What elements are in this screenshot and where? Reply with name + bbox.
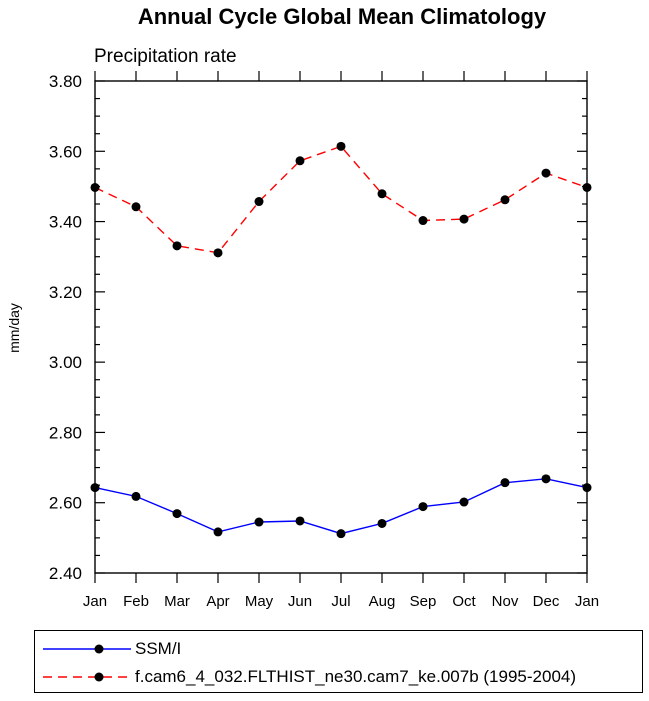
data-point <box>418 216 428 226</box>
x-tick-labels: Jan Feb Mar Apr May Jun Jul Aug Sep Oct Nov Dec Jan <box>83 593 599 610</box>
y-tick-label: 3.20 <box>49 283 82 302</box>
x-tick-label: Oct <box>452 593 476 610</box>
y-tick-label: 2.80 <box>49 423 82 442</box>
data-point <box>336 141 346 151</box>
series-layer <box>90 141 592 539</box>
x-tick-label: Jun <box>288 593 312 610</box>
y-tick-labels: 2.40 2.60 2.80 3.00 3.20 3.40 3.60 3.80 <box>49 72 82 583</box>
x-tick-label: Jan <box>575 593 599 610</box>
data-point <box>582 182 592 192</box>
legend-label-ssmi: SSM/I <box>135 639 182 658</box>
data-point <box>336 529 346 539</box>
data-point <box>90 182 100 192</box>
y-tick-label: 3.80 <box>49 72 82 91</box>
data-point <box>541 168 551 178</box>
chart-title: Annual Cycle Global Mean Climatology <box>138 4 547 29</box>
x-tick-label: Jan <box>83 593 107 610</box>
data-point <box>459 214 469 224</box>
data-point <box>131 202 141 212</box>
data-point <box>254 517 264 527</box>
x-tick-label: Nov <box>492 593 519 610</box>
data-point <box>295 156 305 166</box>
y-tick-label: 2.40 <box>49 564 82 583</box>
legend-label-model: f.cam6_4_032.FLTHIST_ne30.cam7_ke.007b (… <box>135 667 577 686</box>
data-point <box>459 497 469 507</box>
chart-subtitle: Precipitation rate <box>94 46 237 67</box>
x-tick-label: Sep <box>410 593 437 610</box>
data-point <box>500 195 510 205</box>
x-tick-label: Jul <box>331 593 350 610</box>
data-point <box>131 491 141 501</box>
data-point <box>377 189 387 199</box>
data-point <box>418 502 428 512</box>
x-tick-label: Aug <box>369 593 396 610</box>
x-tick-label: Mar <box>164 593 190 610</box>
legend: SSM/I f.cam6_4_032.FLTHIST_ne30.cam7_ke.… <box>34 630 643 693</box>
data-point <box>500 478 510 488</box>
x-tick-label: May <box>245 593 274 610</box>
x-tick-label: Apr <box>206 593 229 610</box>
x-tick-label: Feb <box>123 593 149 610</box>
data-point <box>295 516 305 526</box>
x-tick-label: Dec <box>533 593 560 610</box>
plot-frame <box>94 80 588 574</box>
data-point <box>582 483 592 493</box>
y-tick-label: 3.00 <box>49 353 82 372</box>
series-line-1 <box>94 145 588 254</box>
legend-item-model: f.cam6_4_032.FLTHIST_ne30.cam7_ke.007b (… <box>41 665 576 689</box>
legend-swatch-model <box>43 672 131 682</box>
legend-item-ssmi: SSM/I <box>41 637 181 661</box>
data-point <box>172 241 182 251</box>
data-point <box>213 527 223 537</box>
legend-swatch-ssmi <box>43 644 131 654</box>
y-tick-label: 2.60 <box>49 494 82 513</box>
chart: Annual Cycle Global Mean Climatology Pre… <box>6 4 599 610</box>
data-point <box>172 509 182 519</box>
y-tick-label: 3.60 <box>49 142 82 161</box>
data-point <box>377 518 387 528</box>
data-point <box>213 248 223 258</box>
data-point <box>541 474 551 484</box>
y-axis-label: mm/day <box>6 303 22 353</box>
data-point <box>254 197 264 207</box>
y-tick-label: 3.40 <box>49 213 82 232</box>
data-point <box>90 483 100 493</box>
series-line-0 <box>94 478 588 535</box>
